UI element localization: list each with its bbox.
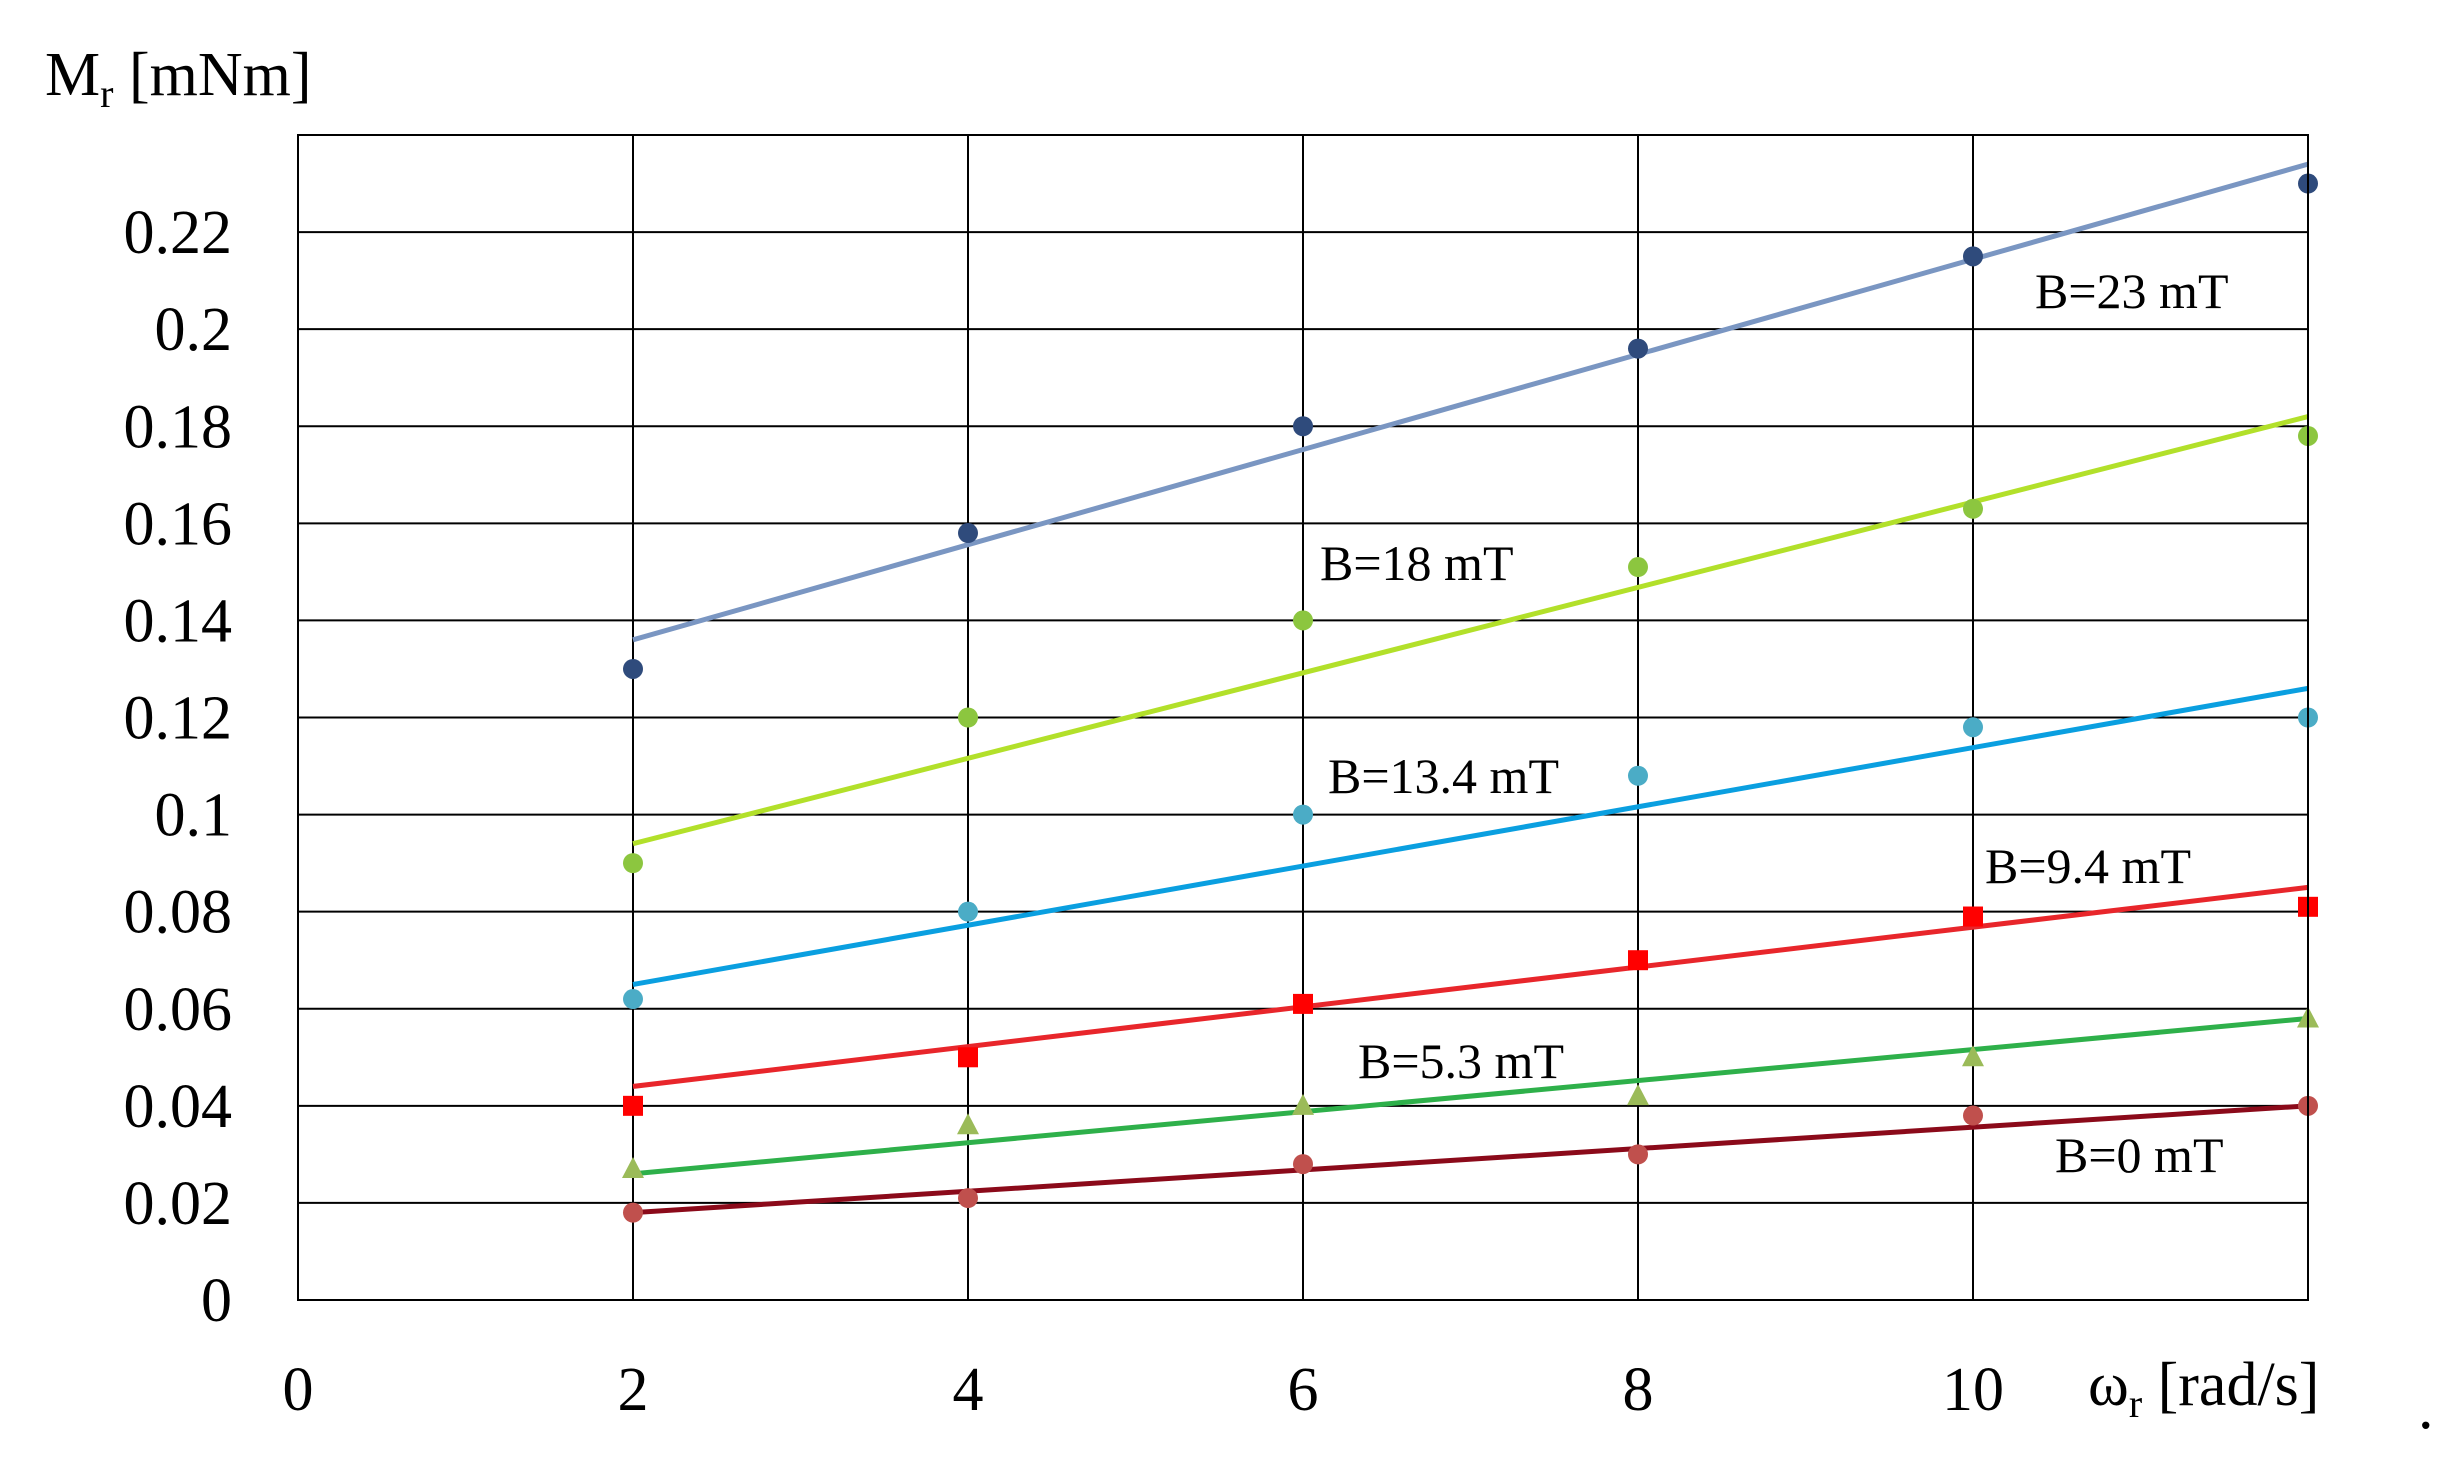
fit-line-5 (632, 1103, 2309, 1216)
point-0-0 (623, 658, 643, 679)
point-4-4 (1962, 1045, 1984, 1067)
x-tick-label-0: 0 (283, 1356, 314, 1424)
y-tick-label-5: 0.1 (155, 782, 233, 850)
y-axis-label: Mr [mNm] (45, 41, 312, 116)
point-4-0 (622, 1156, 644, 1178)
fit-line-4 (632, 1015, 2309, 1177)
y-tick-label-6: 0.12 (124, 685, 233, 753)
point-2-2 (1293, 804, 1313, 825)
plot-frame (297, 134, 2309, 1301)
y-tick-label-1: 0.02 (124, 1170, 233, 1238)
series-label-2: B=13.4 mT (1328, 748, 1559, 804)
x-tick-label-2: 4 (953, 1356, 984, 1424)
y-tick-labels: 0 0.02 0.04 0.06 0.08 0.1 0.12 0.14 0.16 0.18 0.2 0… (124, 199, 233, 1335)
point-5-1 (958, 1188, 978, 1209)
series-labels: B=23 mT B=18 mT B=13.4 mT B=9.4 mT B=5.3 mT B… (1320, 263, 2228, 1183)
point-5-4 (1963, 1105, 1983, 1126)
point-2-4 (1963, 717, 1983, 738)
fit-line-0 (632, 161, 2309, 643)
point-1-3 (1628, 557, 1648, 578)
point-0-1 (958, 523, 978, 544)
point-5-0 (623, 1202, 643, 1223)
series-label-0: B=23 mT (2035, 263, 2228, 319)
point-1-0 (623, 853, 643, 874)
y-tick-label-10: 0.2 (155, 296, 233, 364)
x-tick-label-3: 6 (1288, 1356, 1319, 1424)
point-5-2 (1293, 1154, 1313, 1175)
x-tick-label-1: 2 (618, 1356, 649, 1424)
series-label-4: B=5.3 mT (1358, 1033, 1564, 1089)
point-3-4 (1963, 906, 1983, 927)
series-label-1: B=18 mT (1320, 535, 1513, 591)
y-tick-label-4: 0.08 (124, 879, 233, 947)
y-tick-label-7: 0.14 (124, 587, 233, 655)
point-0-2 (1293, 416, 1313, 437)
y-tick-label-0: 0 (201, 1267, 232, 1335)
y-tick-label-9: 0.18 (124, 393, 233, 461)
point-2-1 (958, 901, 978, 922)
point-3-2 (1293, 993, 1313, 1014)
point-4-2 (1292, 1093, 1314, 1115)
series-label-3: B=9.4 mT (1985, 838, 2191, 894)
point-2-0 (623, 989, 643, 1010)
y-tick-label-2: 0.04 (124, 1073, 233, 1141)
point-3-0 (623, 1095, 643, 1116)
x-axis-label: ωr [rad/s] (2088, 1351, 2319, 1426)
fit-line-2 (632, 685, 2309, 987)
point-1-1 (958, 707, 978, 728)
point-0-3 (1628, 338, 1648, 359)
x-tick-label-5: 10 (1942, 1356, 2004, 1424)
x-tick-label-4: 8 (1623, 1356, 1654, 1424)
point-1-2 (1293, 610, 1313, 631)
fit-lines (632, 161, 2309, 1216)
x-tick-labels: 0 2 4 6 8 10 (283, 1356, 2005, 1424)
point-0-4 (1963, 246, 1983, 267)
y-tick-label-3: 0.06 (124, 976, 233, 1044)
point-3-3 (1628, 950, 1648, 971)
trailing-mark: . (2418, 1374, 2434, 1442)
point-5-3 (1628, 1144, 1648, 1165)
fit-line-3 (632, 884, 2309, 1089)
point-2-3 (1628, 765, 1648, 786)
series-label-5: B=0 mT (2055, 1127, 2223, 1183)
point-3-1 (958, 1047, 978, 1068)
point-4-1 (957, 1113, 979, 1135)
point-1-4 (1963, 498, 1983, 519)
point-4-3 (1627, 1084, 1649, 1106)
fit-line-1 (632, 414, 2309, 847)
y-tick-label-8: 0.16 (124, 490, 233, 558)
y-tick-label-11: 0.22 (124, 199, 233, 267)
